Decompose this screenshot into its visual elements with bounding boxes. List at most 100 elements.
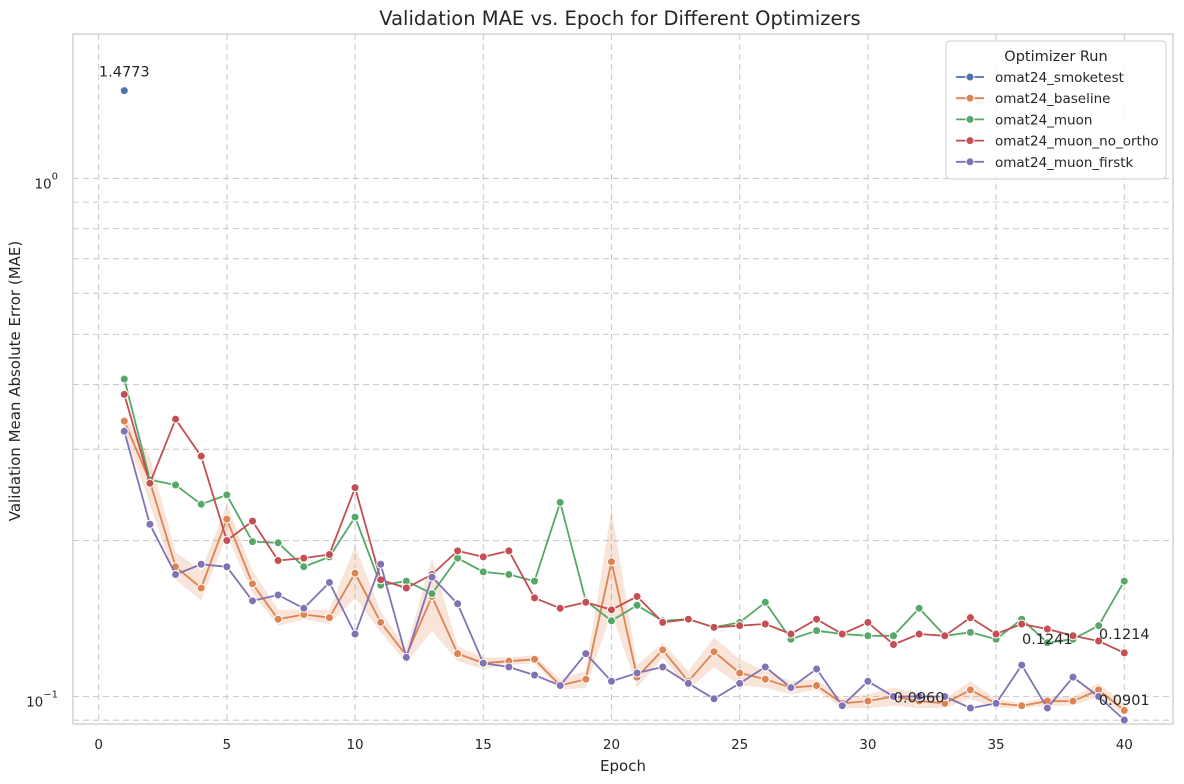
x-tick-label: 0 bbox=[94, 737, 103, 753]
legend-marker bbox=[965, 136, 975, 146]
data-point bbox=[453, 599, 463, 609]
legend-label: omat24_muon_no_ortho bbox=[995, 134, 1159, 150]
data-point bbox=[581, 597, 591, 607]
x-tick-label: 40 bbox=[1116, 737, 1133, 753]
x-tick-label: 25 bbox=[731, 737, 748, 753]
data-annotation: 0.0960 bbox=[894, 691, 945, 707]
data-point bbox=[863, 617, 873, 627]
data-point bbox=[606, 605, 616, 615]
data-point bbox=[453, 649, 463, 659]
data-point bbox=[299, 553, 309, 563]
data-point bbox=[119, 86, 129, 96]
data-point bbox=[735, 621, 745, 631]
data-point bbox=[273, 538, 283, 548]
data-point bbox=[530, 670, 540, 680]
data-point bbox=[1068, 672, 1078, 682]
data-point bbox=[735, 668, 745, 678]
data-point bbox=[709, 647, 719, 657]
data-point bbox=[889, 631, 899, 641]
data-point bbox=[735, 678, 745, 688]
data-annotation: 0.1214 bbox=[1099, 627, 1150, 643]
data-point bbox=[247, 537, 257, 547]
data-point bbox=[606, 557, 616, 567]
series bbox=[119, 86, 1129, 725]
axis-ticks: 0 5 10 15 20 25 30 35 40 10−1 100 bbox=[26, 171, 1133, 753]
data-point bbox=[709, 694, 719, 704]
legend-label: omat24_muon_firstk bbox=[995, 155, 1134, 171]
x-axis-label: Epoch bbox=[600, 757, 646, 775]
data-point bbox=[1017, 701, 1027, 711]
data-point bbox=[1068, 631, 1078, 641]
data-point bbox=[376, 559, 386, 569]
data-point bbox=[119, 426, 129, 436]
data-point bbox=[632, 591, 642, 601]
data-point bbox=[145, 519, 155, 529]
data-point bbox=[1094, 692, 1104, 702]
legend-items: omat24_smoketest omat24_baseline omat24_mu… bbox=[956, 70, 1159, 171]
data-point bbox=[1094, 636, 1104, 646]
data-point bbox=[299, 562, 309, 572]
data-point bbox=[760, 674, 770, 684]
x-tick-label: 15 bbox=[475, 737, 492, 753]
legend-marker bbox=[965, 93, 975, 103]
data-point bbox=[1068, 696, 1078, 706]
data-point bbox=[606, 676, 616, 686]
legend-label: omat24_muon bbox=[995, 112, 1092, 128]
legend: Optimizer Run omat24_smoketest omat24_bas… bbox=[945, 40, 1167, 180]
data-annotation: 1.4773 bbox=[99, 65, 150, 81]
data-point bbox=[914, 603, 924, 613]
data-point bbox=[376, 617, 386, 627]
data-point bbox=[658, 645, 668, 655]
legend-marker bbox=[965, 157, 975, 167]
data-point bbox=[453, 546, 463, 556]
data-point bbox=[863, 696, 873, 706]
data-point bbox=[555, 681, 565, 691]
data-point bbox=[119, 416, 129, 426]
data-annotation: 0.1241 bbox=[1022, 632, 1073, 648]
x-tick-label: 10 bbox=[346, 737, 363, 753]
data-point bbox=[606, 616, 616, 626]
series-line bbox=[123, 431, 1125, 721]
data-point bbox=[324, 549, 334, 559]
data-point bbox=[709, 622, 719, 632]
data-point bbox=[530, 593, 540, 603]
data-point bbox=[658, 662, 668, 672]
legend-label: omat24_baseline bbox=[995, 91, 1110, 107]
legend-marker bbox=[965, 72, 975, 82]
data-point bbox=[196, 583, 206, 593]
y-tick-label: 100 bbox=[34, 171, 58, 192]
data-point bbox=[427, 572, 437, 582]
data-point bbox=[760, 597, 770, 607]
data-point bbox=[196, 559, 206, 569]
series-group bbox=[119, 426, 1129, 725]
data-point bbox=[940, 631, 950, 641]
data-point bbox=[760, 619, 770, 629]
data-point bbox=[889, 692, 899, 702]
data-point bbox=[1119, 648, 1129, 658]
data-point bbox=[632, 668, 642, 678]
data-point bbox=[324, 577, 334, 587]
data-point bbox=[965, 613, 975, 623]
data-point bbox=[504, 662, 514, 672]
data-point bbox=[965, 627, 975, 637]
data-point bbox=[145, 478, 155, 488]
data-point bbox=[299, 603, 309, 613]
data-point bbox=[991, 629, 1001, 639]
data-point bbox=[196, 499, 206, 509]
data-point bbox=[171, 480, 181, 490]
data-point bbox=[1119, 715, 1129, 725]
y-axis-label: Validation Mean Absolute Error (MAE) bbox=[6, 241, 24, 522]
data-point bbox=[1042, 703, 1052, 713]
data-point bbox=[863, 631, 873, 641]
data-point bbox=[324, 613, 334, 623]
data-point bbox=[119, 389, 129, 399]
data-point bbox=[171, 569, 181, 579]
data-point bbox=[478, 567, 488, 577]
data-annotation: 0.0901 bbox=[1099, 693, 1150, 709]
legend-box bbox=[945, 40, 1167, 180]
data-point bbox=[581, 674, 591, 684]
y-tick-label: 10−1 bbox=[26, 690, 58, 711]
x-tick-label: 5 bbox=[223, 737, 232, 753]
data-point bbox=[658, 617, 668, 627]
data-point bbox=[247, 579, 257, 589]
